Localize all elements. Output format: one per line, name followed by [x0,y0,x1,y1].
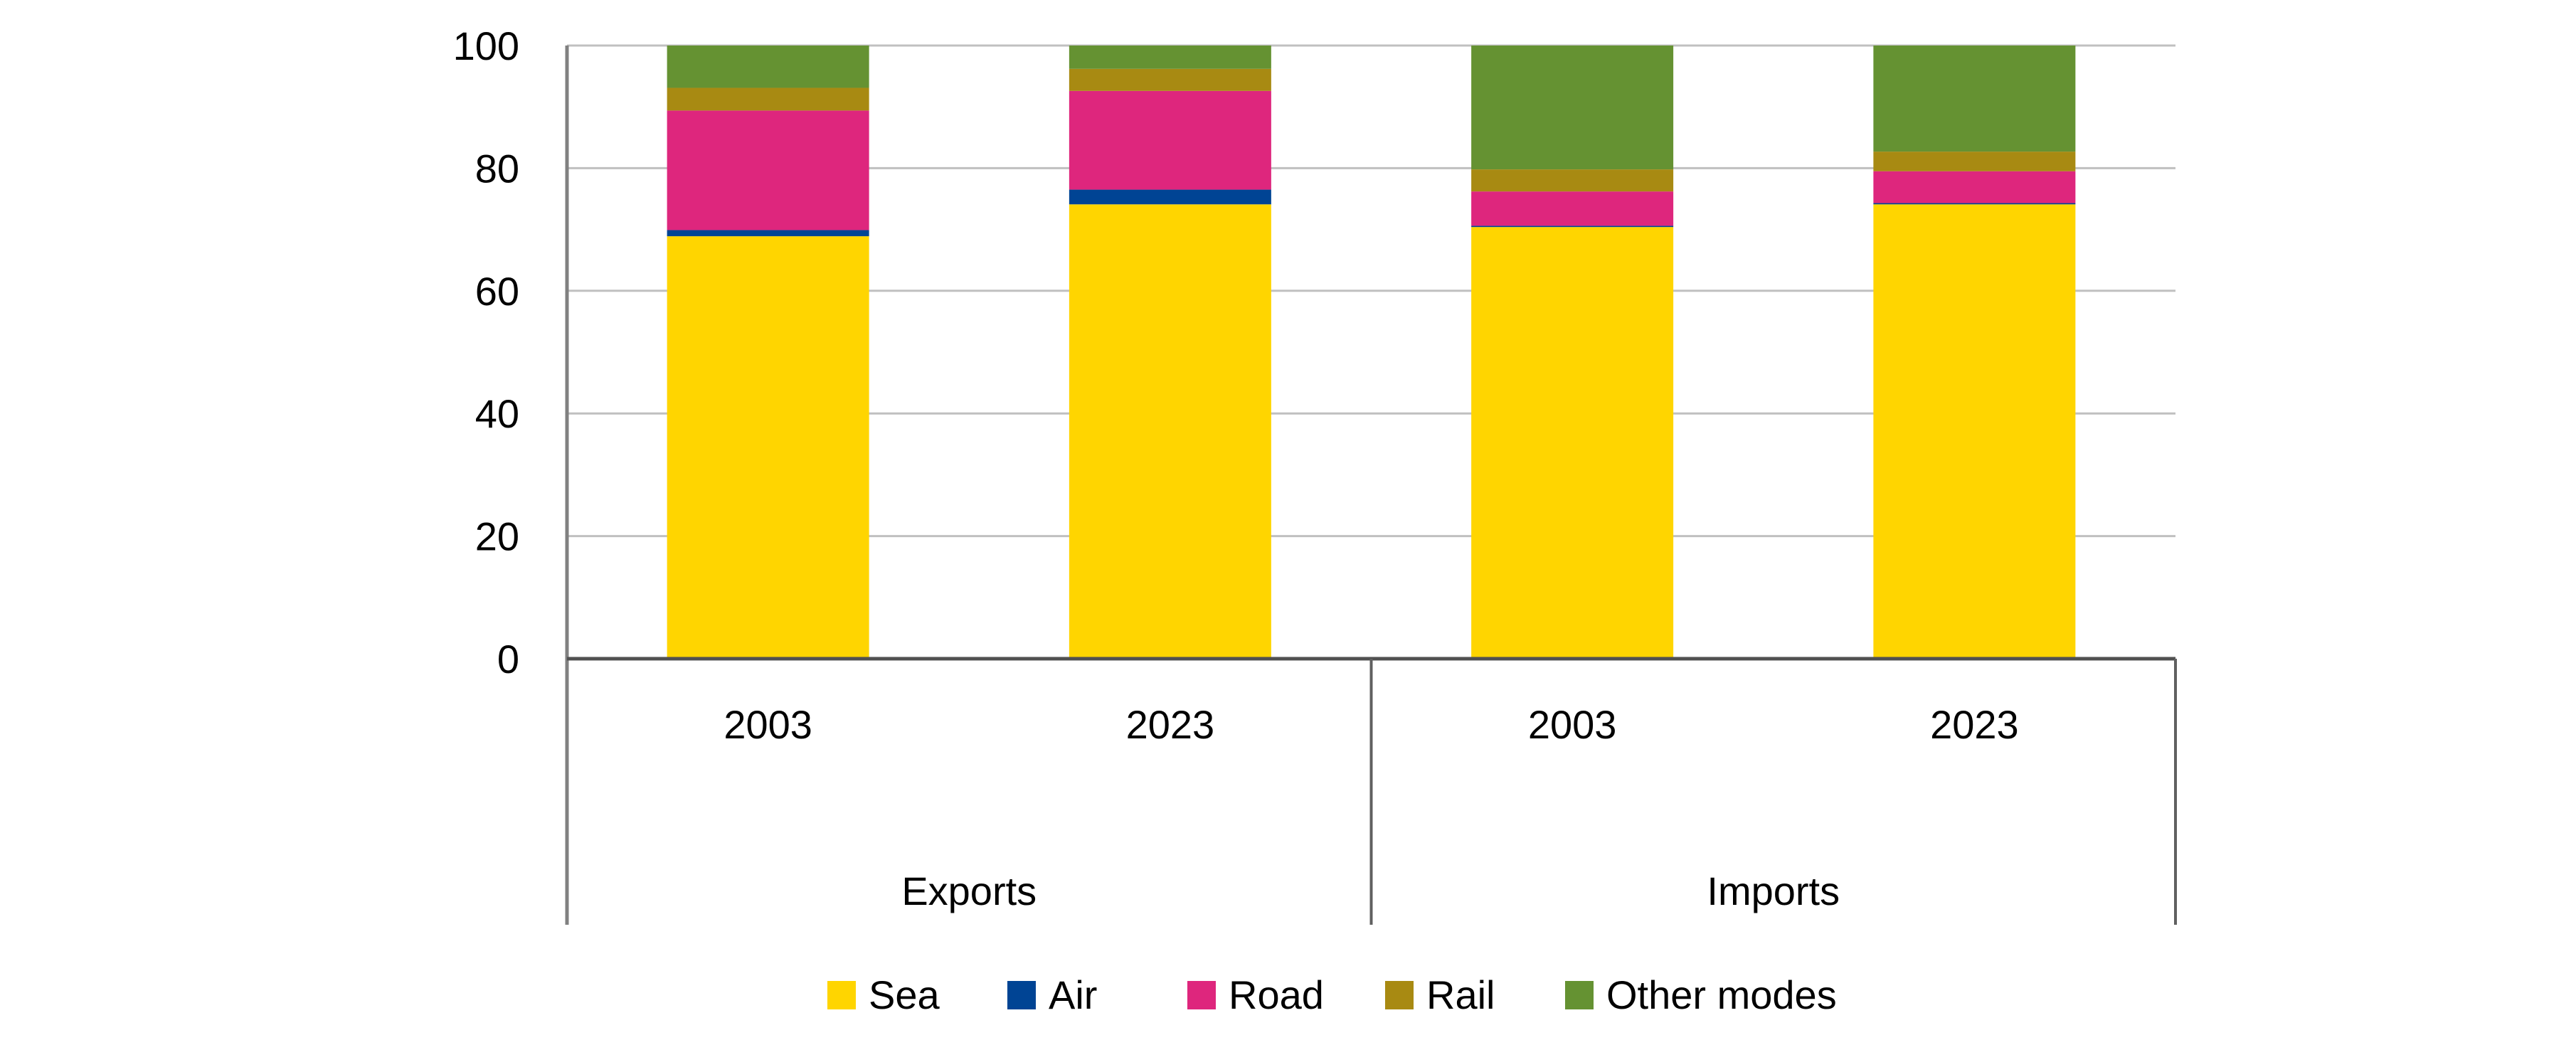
legend-label: Sea [869,972,940,1017]
legend-swatch-sea [827,981,856,1009]
bar-segment-other-modes [667,46,869,88]
bar-segment-air [1471,225,1674,228]
legend-swatch-road [1187,981,1216,1009]
y-tick-label: 0 [497,637,519,681]
bar-segment-sea [667,236,869,659]
bar-segment-air [1069,189,1271,205]
legend-label: Rail [1426,972,1495,1017]
legend-swatch-air [1007,981,1036,1009]
legend: Sea Air Road Rail Other modes [827,972,1837,1017]
group-label: Imports [1707,869,1840,913]
y-axis-ticks: 0 20 40 60 80 100 [453,23,519,681]
bar-segment-road [1873,171,2076,203]
bars [667,46,2076,659]
group-label: Exports [901,869,1037,913]
axes [565,46,2177,925]
bar-segment-air [667,230,869,237]
legend-label: Road [1229,972,1324,1017]
bar-segment-rail [1069,68,1271,91]
y-tick-label: 60 [475,269,519,314]
x-tick-label: 2003 [723,702,812,747]
bar-segment-road [1069,90,1271,190]
legend-swatch-rail [1385,981,1414,1009]
legend-label: Other modes [1606,972,1837,1017]
bar-segment-sea [1471,227,1674,659]
bar-segment-rail [1471,169,1674,192]
legend-label: Air [1049,972,1097,1017]
bar-segment-rail [667,87,869,111]
x-tick-label: 2023 [1930,702,2019,747]
bar-segment-air [1873,203,2076,205]
x-tick-label: 2003 [1528,702,1617,747]
y-tick-label: 20 [475,514,519,559]
y-tick-label: 40 [475,391,519,436]
y-tick-label: 80 [475,146,519,191]
x-tick-label: 2023 [1126,702,1215,747]
legend-swatch-other-modes [1565,981,1594,1009]
bar-segment-other-modes [1873,46,2076,152]
bar-segment-other-modes [1069,46,1271,69]
bar-segment-road [1471,191,1674,226]
bar-segment-rail [1873,152,2076,171]
bar-segment-road [667,110,869,230]
x-axis-labels: 2003 2023 2003 2023 Exports Imports [723,702,2018,913]
bar-segment-sea [1873,204,2076,659]
y-tick-label: 100 [453,23,519,68]
bar-segment-sea [1069,204,1271,659]
bar-segment-other-modes [1471,46,1674,170]
